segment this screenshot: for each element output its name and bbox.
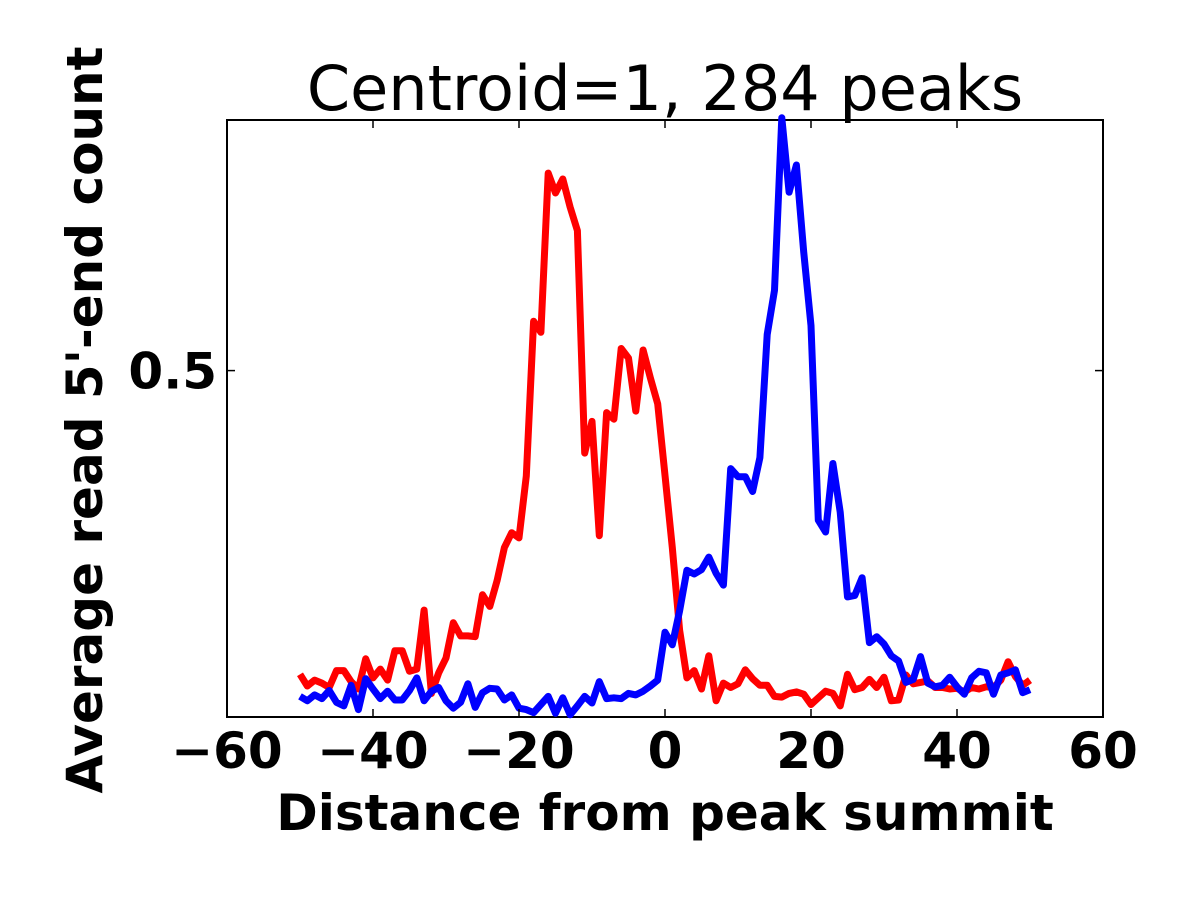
y-tick-label: 0.5: [128, 343, 217, 401]
x-tick-label: 0: [648, 722, 683, 780]
x-tick-label: −60: [171, 722, 282, 780]
x-tick-label: 40: [922, 722, 992, 780]
x-axis-label: Distance from peak summit: [276, 784, 1054, 842]
series-layer: [297, 114, 1033, 719]
x-tick-label: −20: [463, 722, 574, 780]
ticks-layer: −60 −40 −20 0 20 40 60 0.5: [128, 120, 1138, 780]
chart-title: Centroid=1, 284 peaks: [307, 52, 1023, 125]
x-tick-label: 60: [1068, 722, 1138, 780]
plot-frame: [226, 119, 1104, 718]
y-axis-label: Average read 5'-end count: [56, 46, 114, 793]
series-line-1: [297, 169, 1033, 710]
series-line-2: [298, 114, 1032, 719]
x-tick-label: 20: [776, 722, 846, 780]
x-tick-label: −40: [317, 722, 428, 780]
